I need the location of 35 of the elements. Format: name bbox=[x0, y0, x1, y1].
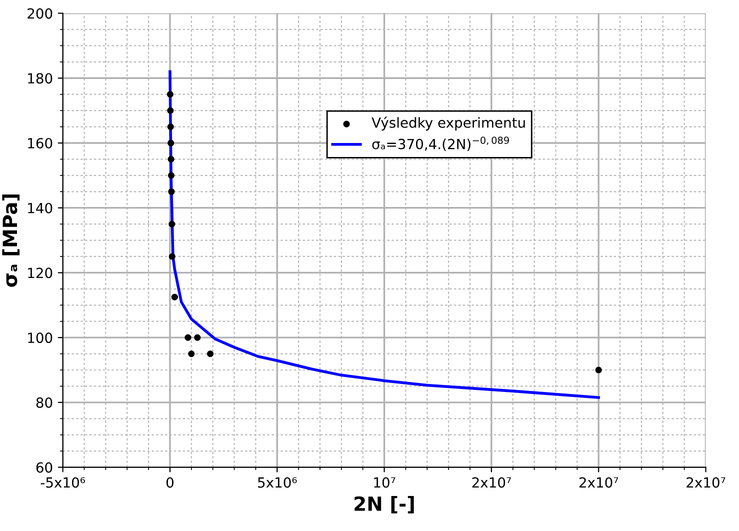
point bbox=[194, 334, 201, 341]
x-tick-label: -5x10⁶ bbox=[40, 477, 86, 488]
y-tick-label: 120 bbox=[28, 268, 52, 278]
point bbox=[168, 172, 175, 179]
point bbox=[168, 188, 175, 195]
y-tick-label: 100 bbox=[28, 332, 52, 344]
y-tick-label: 60 bbox=[36, 462, 52, 473]
point bbox=[168, 253, 176, 260]
point bbox=[171, 294, 178, 300]
point bbox=[167, 123, 174, 130]
y-tick-label: 80 bbox=[36, 397, 52, 408]
y-tick-label: 200 bbox=[28, 8, 52, 19]
x-tick-label: 2x10⁷ bbox=[472, 477, 511, 488]
x-tick-label: 5x10⁶ bbox=[258, 477, 297, 488]
point bbox=[168, 156, 174, 162]
legend-label: Výsledky experimentu bbox=[372, 116, 525, 131]
y-axis-title: σₐ [MPa] bbox=[2, 194, 20, 287]
y-tick-label: 180 bbox=[28, 73, 52, 84]
x-tick-label: 2x10⁷ bbox=[686, 477, 726, 488]
point bbox=[595, 366, 602, 374]
point bbox=[168, 220, 176, 228]
x-tick-label: 10⁷ bbox=[374, 477, 396, 488]
point bbox=[167, 107, 174, 114]
x-tick-label: 2x10⁷ bbox=[579, 477, 618, 488]
point bbox=[168, 140, 174, 146]
x-axis-title: 2N [-] bbox=[354, 496, 414, 514]
point bbox=[166, 91, 174, 98]
y-tick-label: 160 bbox=[28, 138, 52, 148]
point bbox=[206, 350, 214, 358]
line-series bbox=[168, 70, 600, 399]
y-tick-label: 140 bbox=[28, 202, 52, 214]
point bbox=[188, 350, 195, 358]
legend-label: σₐ=370,4.(2N)$^{−0,089}$ bbox=[372, 136, 509, 151]
x-tick-label: 0 bbox=[166, 477, 174, 488]
point bbox=[184, 334, 192, 341]
